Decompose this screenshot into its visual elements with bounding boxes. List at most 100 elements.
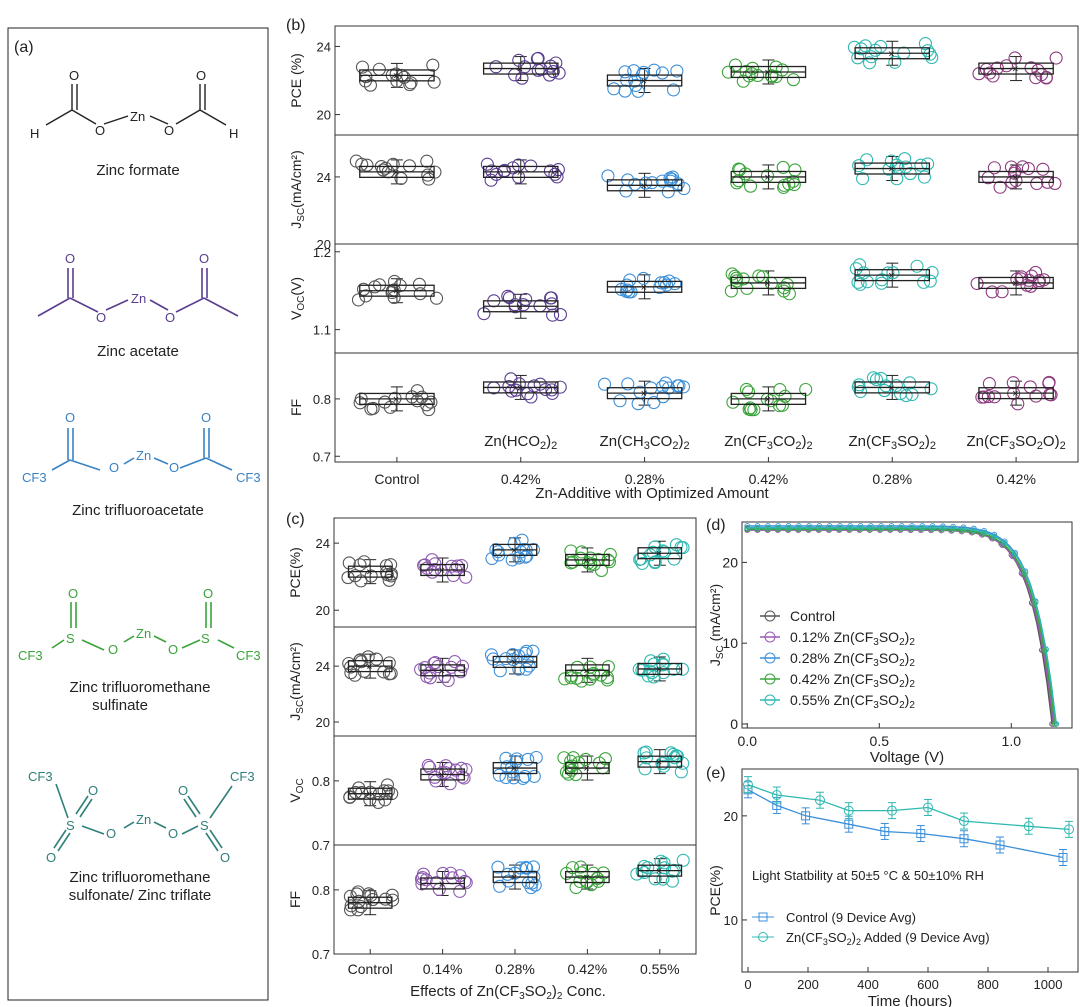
- data-point: [1006, 376, 1020, 390]
- data-point: [862, 56, 877, 70]
- y-tick-label: 24: [317, 39, 331, 54]
- data-point: [631, 397, 645, 411]
- data-point: [621, 377, 635, 391]
- data-point: [1058, 852, 1068, 862]
- data-point: [982, 377, 996, 391]
- data-point: [983, 66, 997, 80]
- jv-point: [847, 523, 854, 529]
- data-point: [431, 659, 445, 674]
- compound-name: Zinc formate: [96, 162, 179, 179]
- data-point: [574, 860, 588, 874]
- acetate-o-label: O: [165, 310, 175, 325]
- data-point: [444, 660, 458, 674]
- acetate-o-label: O: [199, 251, 209, 266]
- data-point: [923, 802, 933, 813]
- box-mean-marker: ×: [583, 763, 589, 775]
- data-point: [917, 275, 931, 289]
- data-point: [654, 276, 668, 290]
- data-point: [853, 258, 867, 272]
- data-point: [353, 558, 367, 572]
- data-point: [521, 387, 535, 401]
- data-point: [1025, 269, 1039, 283]
- box-mean-marker: ×: [366, 898, 372, 910]
- data-point: [844, 819, 854, 829]
- data-point: [363, 78, 378, 92]
- data-point: [884, 154, 898, 168]
- data-point: [647, 395, 661, 410]
- data-point: [515, 71, 529, 85]
- data-point: [851, 275, 865, 289]
- data-point: [499, 652, 513, 666]
- data-point: [993, 180, 1007, 194]
- data-point: [372, 62, 386, 76]
- formate-o-label: O: [164, 123, 174, 138]
- legend-label: Zn(CF3SO2)2 Added (9 Device Avg): [786, 930, 990, 947]
- data-point: [743, 779, 753, 790]
- jv-point: [857, 524, 864, 531]
- jv-point: [960, 524, 967, 531]
- stability-line: [747, 783, 1070, 831]
- jv-point: [754, 523, 761, 529]
- box-mean-marker: ×: [366, 661, 372, 673]
- data-point: [607, 82, 621, 96]
- tfa-o-label: O: [201, 410, 211, 425]
- additive-label: Zn(CH3CO2)2: [600, 433, 690, 452]
- data-point: [654, 854, 668, 868]
- x-tick-label: 0.5: [870, 733, 890, 749]
- data-point: [499, 751, 513, 765]
- data-point: [443, 777, 457, 791]
- data-point: [671, 177, 685, 191]
- stability-annotation: Light Statbility at 50±5 °C & 50±10% RH: [752, 868, 984, 883]
- box-mean-marker: ×: [656, 548, 662, 560]
- data-point: [348, 569, 362, 583]
- data-point: [504, 372, 518, 386]
- data-point: [775, 398, 789, 412]
- data-point: [386, 893, 400, 907]
- panel-c-xlabel: Effects of Zn(CF3SO2)2 Conc.: [410, 983, 606, 1002]
- data-point: [376, 163, 390, 177]
- data-point: [638, 762, 652, 776]
- legend-label: Control: [790, 608, 835, 624]
- triflate-o-label: O: [106, 826, 116, 841]
- box-mean-marker: ×: [888, 164, 894, 176]
- jv-point: [1031, 600, 1038, 607]
- data-point: [743, 401, 757, 415]
- data-point: [343, 903, 358, 917]
- jv-point: [764, 523, 771, 529]
- box-mean-marker: ×: [888, 382, 894, 394]
- data-point: [815, 795, 825, 806]
- y-tick-label: 0.7: [312, 947, 330, 962]
- x-tick-label: Control: [348, 961, 393, 977]
- x-axis-label: Time (hours): [868, 993, 952, 1007]
- data-point: [668, 277, 682, 291]
- data-point: [528, 878, 542, 892]
- additive-label: Zn(CF3CO2)2: [724, 433, 812, 452]
- data-point: [772, 399, 787, 413]
- legend-label: 0.55% Zn(CF3SO2)2: [790, 692, 915, 711]
- jv-point: [1032, 599, 1039, 606]
- y-axis-label: JSC (mA/cm²): [707, 584, 726, 666]
- data-point: [501, 867, 515, 881]
- jv-point: [764, 524, 771, 531]
- box-mean-marker: ×: [1012, 172, 1018, 184]
- data-point: [924, 382, 938, 396]
- triflate-o-label: O: [88, 783, 98, 798]
- x-tick-label: 1000: [1034, 977, 1063, 992]
- data-point: [866, 371, 880, 385]
- sulfinate-o-label: O: [203, 586, 213, 601]
- data-point: [484, 173, 498, 187]
- tfa-zn-label: Zn: [136, 448, 151, 463]
- data-point: [403, 78, 417, 92]
- data-point: [489, 60, 503, 74]
- y-tick-label: 24: [317, 170, 331, 185]
- jv-point: [847, 524, 854, 531]
- data-point: [745, 67, 759, 81]
- acetate-o-label: O: [96, 310, 106, 325]
- sulfinate-o-label: O: [68, 586, 78, 601]
- data-point: [422, 172, 436, 186]
- box-mean-marker: ×: [393, 167, 399, 179]
- data-point: [516, 298, 530, 312]
- tfa-o-label: O: [109, 460, 119, 475]
- data-point: [441, 673, 455, 688]
